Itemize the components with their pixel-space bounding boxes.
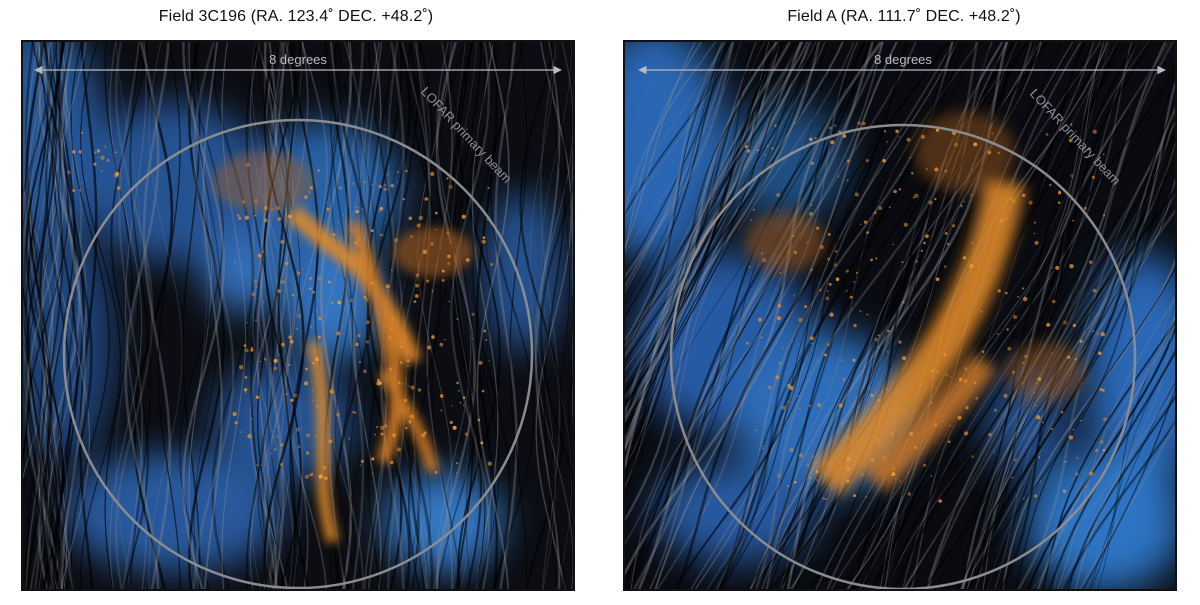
field-a-image: 8 degrees LOFAR primary beam xyxy=(623,40,1177,591)
panel-title-field-a: Field A (RA. 111.7˚ DEC. +48.2˚) xyxy=(787,8,1021,25)
field-3c196-image: 8 degrees LOFAR primary beam xyxy=(21,40,575,591)
span-label: 8 degrees xyxy=(874,52,932,67)
span-label: 8 degrees xyxy=(269,52,327,67)
primary-beam-circle xyxy=(669,123,1137,589)
field-3c196-map: 8 degrees LOFAR primary beam xyxy=(23,42,573,589)
primary-beam-circle xyxy=(62,118,534,589)
field-a-map: 8 degrees LOFAR primary beam xyxy=(625,42,1175,589)
emission-speckles xyxy=(67,131,494,481)
panel-title-3c196: Field 3C196 (RA. 123.4˚ DEC. +48.2˚) xyxy=(158,8,434,25)
emission-speckles xyxy=(744,121,1107,503)
